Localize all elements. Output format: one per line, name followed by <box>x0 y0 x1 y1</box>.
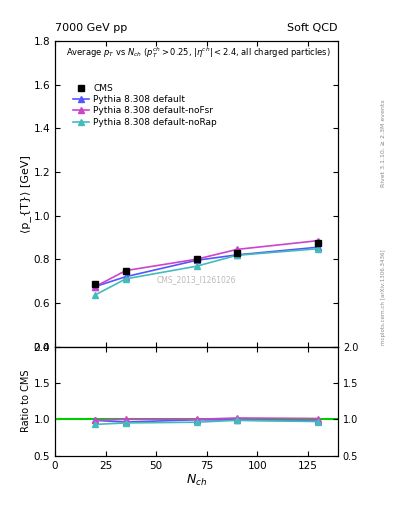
CMS <box>93 281 98 287</box>
Pythia 8.308 default-noFsr <box>123 267 128 273</box>
Y-axis label: ⟨p_{T}⟩ [GeV]: ⟨p_{T}⟩ [GeV] <box>20 155 31 232</box>
Pythia 8.308 default <box>93 284 98 290</box>
Text: mcplots.cern.ch [arXiv:1306.3436]: mcplots.cern.ch [arXiv:1306.3436] <box>381 249 386 345</box>
Pythia 8.308 default <box>194 257 199 263</box>
Pythia 8.308 default-noRap <box>316 246 320 252</box>
CMS <box>123 267 128 273</box>
X-axis label: $N_{ch}$: $N_{ch}$ <box>186 473 207 488</box>
Line: Pythia 8.308 default: Pythia 8.308 default <box>92 244 321 290</box>
Pythia 8.308 default-noRap <box>194 263 199 269</box>
Text: Average $p_T$ vs $N_{ch}$ ($p_T^{ch}>$0.25, $|\eta^{ch}|<$2.4, all charged parti: Average $p_T$ vs $N_{ch}$ ($p_T^{ch}>$0.… <box>66 46 331 60</box>
Pythia 8.308 default <box>123 273 128 280</box>
Line: CMS: CMS <box>93 240 321 287</box>
Line: Pythia 8.308 default-noRap: Pythia 8.308 default-noRap <box>92 246 321 298</box>
CMS <box>235 250 239 256</box>
Y-axis label: Ratio to CMS: Ratio to CMS <box>21 370 31 432</box>
Legend: CMS, Pythia 8.308 default, Pythia 8.308 default-noFsr, Pythia 8.308 default-noRa: CMS, Pythia 8.308 default, Pythia 8.308 … <box>71 82 219 129</box>
Pythia 8.308 default-noFsr <box>194 256 199 262</box>
Text: 7000 GeV pp: 7000 GeV pp <box>55 23 127 33</box>
Pythia 8.308 default-noRap <box>235 252 239 259</box>
Pythia 8.308 default <box>235 252 239 258</box>
Text: Soft QCD: Soft QCD <box>288 23 338 33</box>
Pythia 8.308 default-noFsr <box>93 284 98 290</box>
Line: Pythia 8.308 default-noFsr: Pythia 8.308 default-noFsr <box>92 238 321 290</box>
Text: Rivet 3.1.10, ≥ 2.3M events: Rivet 3.1.10, ≥ 2.3M events <box>381 99 386 187</box>
Pythia 8.308 default-noFsr <box>316 238 320 244</box>
Pythia 8.308 default-noRap <box>93 292 98 298</box>
CMS <box>194 256 199 262</box>
Text: CMS_2013_I1261026: CMS_2013_I1261026 <box>157 275 236 284</box>
Pythia 8.308 default <box>316 244 320 250</box>
Pythia 8.308 default-noFsr <box>235 246 239 252</box>
CMS <box>316 240 320 246</box>
Pythia 8.308 default-noRap <box>123 276 128 282</box>
